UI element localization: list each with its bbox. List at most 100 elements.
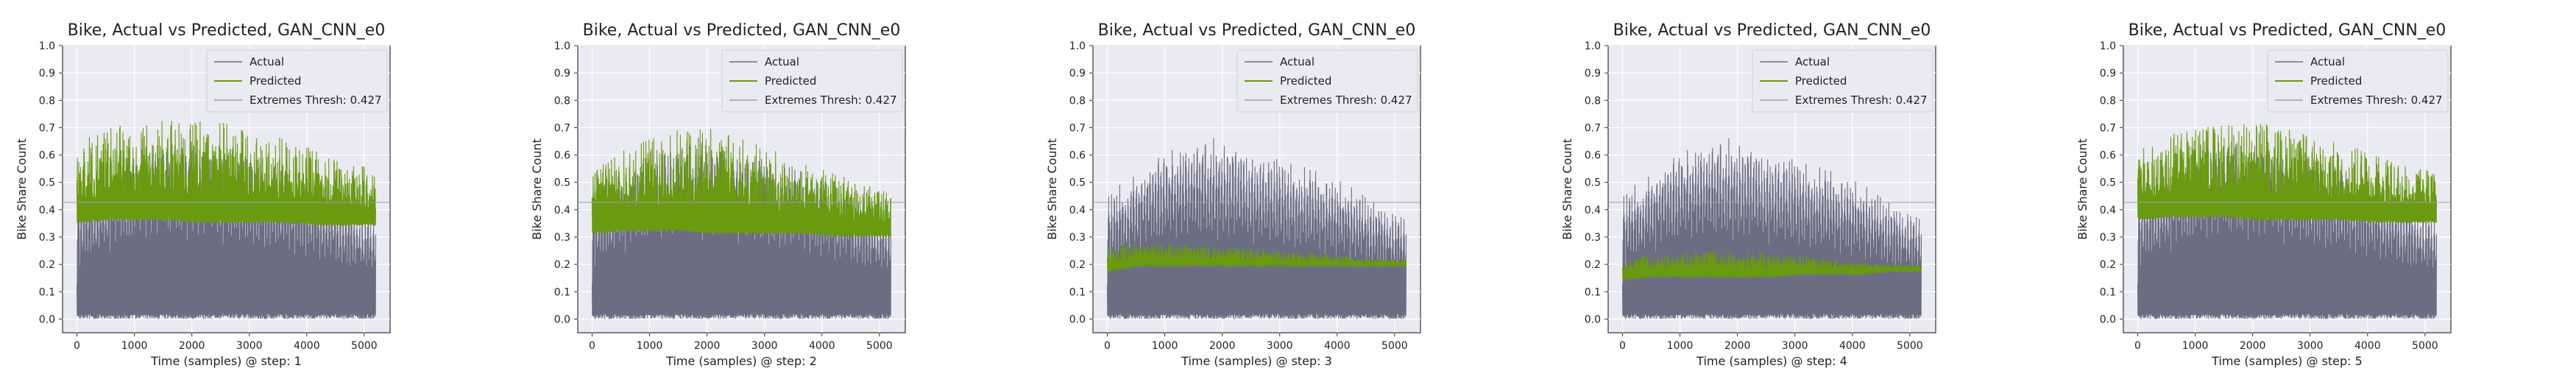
y-tick-label: 0.9	[1069, 68, 1086, 80]
x-tick-label: 4000	[809, 340, 835, 352]
x-tick-label: 0	[1619, 340, 1626, 352]
y-tick-label: 0.5	[554, 177, 570, 189]
legend-box	[2267, 49, 2449, 113]
y-tick-label: 1.0	[1585, 40, 1601, 52]
x-tick-label: 4000	[294, 340, 320, 352]
legend-label-predicted: Predicted	[765, 74, 816, 88]
x-tick-label: 1000	[1152, 340, 1178, 352]
legend: Actual Predicted Extremes Thresh: 0.427	[206, 49, 388, 113]
x-tick-label: 2000	[179, 340, 205, 352]
chart-svg-2: 0.0 0.1 0.2 0.3 0.4 0.5 0.6 0.7 0.8 0.9 1.0 0 1000 20…	[530, 21, 906, 368]
chart-title: Bike, Actual vs Predicted, GAN_CNN_e0	[1098, 21, 1416, 40]
x-tick-label: 3000	[236, 340, 263, 352]
y-tick-label: 0.6	[39, 150, 55, 162]
y-axis-label: Bike Share Count	[530, 138, 544, 240]
x-axis-label: Time (samples) @ step: 1	[150, 354, 302, 368]
x-tick-label: 1000	[637, 340, 663, 352]
x-tick-label: 2000	[1209, 340, 1236, 352]
y-tick-label: 0.4	[554, 205, 570, 216]
x-tick-label: 3000	[2297, 340, 2324, 352]
legend-label-predicted: Predicted	[1795, 74, 1847, 88]
x-tick-label: 4000	[1324, 340, 1351, 352]
y-axis-label: Bike Share Count	[1560, 138, 1574, 240]
y-tick-label: 0.5	[2100, 177, 2116, 189]
series-predicted-line	[1106, 242, 1407, 272]
chart-title: Bike, Actual vs Predicted, GAN_CNN_e0	[68, 21, 386, 40]
legend: Actual Predicted Extremes Thresh: 0.427	[1752, 49, 1933, 113]
y-tick-label: 0.8	[1069, 95, 1086, 107]
x-tick-label: 4000	[2354, 340, 2381, 352]
y-tick-label: 0.9	[39, 68, 55, 80]
y-tick-label: 0.1	[1585, 286, 1601, 298]
y-tick-label: 0.2	[1069, 259, 1086, 271]
legend-label-threshold: Extremes Thresh: 0.427	[250, 93, 382, 107]
y-tick-label: 0.4	[1069, 205, 1086, 216]
legend-label-predicted: Predicted	[2310, 74, 2362, 88]
chart-panel-4: 0.0 0.1 0.2 0.3 0.4 0.5 0.6 0.7 0.8 0.9 1.0 0 1000 20…	[1546, 0, 2061, 368]
chart-panel-3: 0.0 0.1 0.2 0.3 0.4 0.5 0.6 0.7 0.8 0.9 1.0 0 1000 20…	[1030, 0, 1546, 368]
y-tick-label: 0.0	[554, 314, 570, 325]
series-predicted-line	[591, 129, 892, 237]
chart-svg-4: 0.0 0.1 0.2 0.3 0.4 0.5 0.6 0.7 0.8 0.9 1.0 0 1000 20…	[1560, 21, 1936, 368]
y-tick-label: 0.4	[2100, 205, 2116, 216]
series-predicted-line	[2137, 124, 2438, 224]
x-tick-label: 0	[74, 340, 80, 352]
legend-label-actual: Actual	[2310, 55, 2345, 68]
x-tick-label: 5000	[351, 340, 378, 352]
y-tick-label: 0.2	[2100, 259, 2116, 271]
y-tick-label: 0.6	[2100, 150, 2116, 162]
y-tick-label: 0.1	[2100, 286, 2116, 298]
x-tick-label: 3000	[1782, 340, 1808, 352]
y-tick-label: 0.0	[39, 314, 55, 325]
legend-label-actual: Actual	[1795, 55, 1830, 68]
y-tick-label: 0.5	[1585, 177, 1601, 189]
y-tick-label: 0.1	[554, 286, 570, 298]
legend-box	[1752, 49, 1933, 113]
x-axis-label: Time (samples) @ step: 5	[2211, 354, 2363, 368]
y-tick-label: 0.5	[1069, 177, 1086, 189]
y-tick-label: 0.5	[39, 177, 55, 189]
y-tick-label: 0.6	[554, 150, 570, 162]
x-tick-label: 5000	[866, 340, 893, 352]
y-tick-label: 1.0	[554, 40, 570, 52]
legend-label-threshold: Extremes Thresh: 0.427	[2310, 93, 2443, 107]
y-tick-label: 0.0	[1585, 314, 1601, 325]
chart-panel-5: 0.0 0.1 0.2 0.3 0.4 0.5 0.6 0.7 0.8 0.9 1.0 0 1000 20…	[2061, 0, 2576, 368]
legend-box	[1236, 49, 1418, 113]
legend-label-threshold: Extremes Thresh: 0.427	[1280, 93, 1412, 107]
y-tick-label: 0.6	[1069, 150, 1086, 162]
y-tick-label: 0.2	[39, 259, 55, 271]
x-axis-label: Time (samples) @ step: 2	[665, 354, 817, 368]
chart-title: Bike, Actual vs Predicted, GAN_CNN_e0	[1613, 21, 1931, 40]
series-actual-line	[1106, 138, 1407, 319]
y-tick-label: 1.0	[39, 40, 55, 52]
y-tick-label: 0.8	[554, 95, 570, 107]
y-tick-label: 0.1	[1069, 286, 1086, 298]
legend-label-predicted: Predicted	[250, 74, 301, 88]
y-tick-label: 0.3	[554, 232, 570, 244]
x-tick-label: 4000	[1839, 340, 1866, 352]
y-tick-label: 1.0	[2100, 40, 2116, 52]
y-axis-label: Bike Share Count	[1045, 138, 1059, 240]
chart-panel-2: 0.0 0.1 0.2 0.3 0.4 0.5 0.6 0.7 0.8 0.9 1.0 0 1000 20…	[515, 0, 1030, 368]
y-tick-label: 0.0	[1069, 314, 1086, 325]
x-tick-label: 0	[2134, 340, 2141, 352]
y-tick-label: 0.9	[554, 68, 570, 80]
y-tick-label: 0.3	[1069, 232, 1086, 244]
legend-label-actual: Actual	[765, 55, 799, 68]
x-tick-label: 5000	[2412, 340, 2438, 352]
legend-label-actual: Actual	[1280, 55, 1314, 68]
x-tick-label: 2000	[1724, 340, 1751, 352]
legend-label-predicted: Predicted	[1280, 74, 1331, 88]
y-tick-label: 0.7	[39, 122, 55, 134]
x-tick-label: 0	[1104, 340, 1111, 352]
y-tick-label: 0.8	[2100, 95, 2116, 107]
x-tick-label: 5000	[1897, 340, 1923, 352]
y-axis-label: Bike Share Count	[15, 138, 29, 240]
y-tick-label: 0.7	[2100, 122, 2116, 134]
x-tick-label: 2000	[694, 340, 721, 352]
y-tick-label: 0.9	[1585, 68, 1601, 80]
chart-svg-3: 0.0 0.1 0.2 0.3 0.4 0.5 0.6 0.7 0.8 0.9 1.0 0 1000 20…	[1045, 21, 1421, 368]
x-axis-label: Time (samples) @ step: 4	[1696, 354, 1847, 368]
